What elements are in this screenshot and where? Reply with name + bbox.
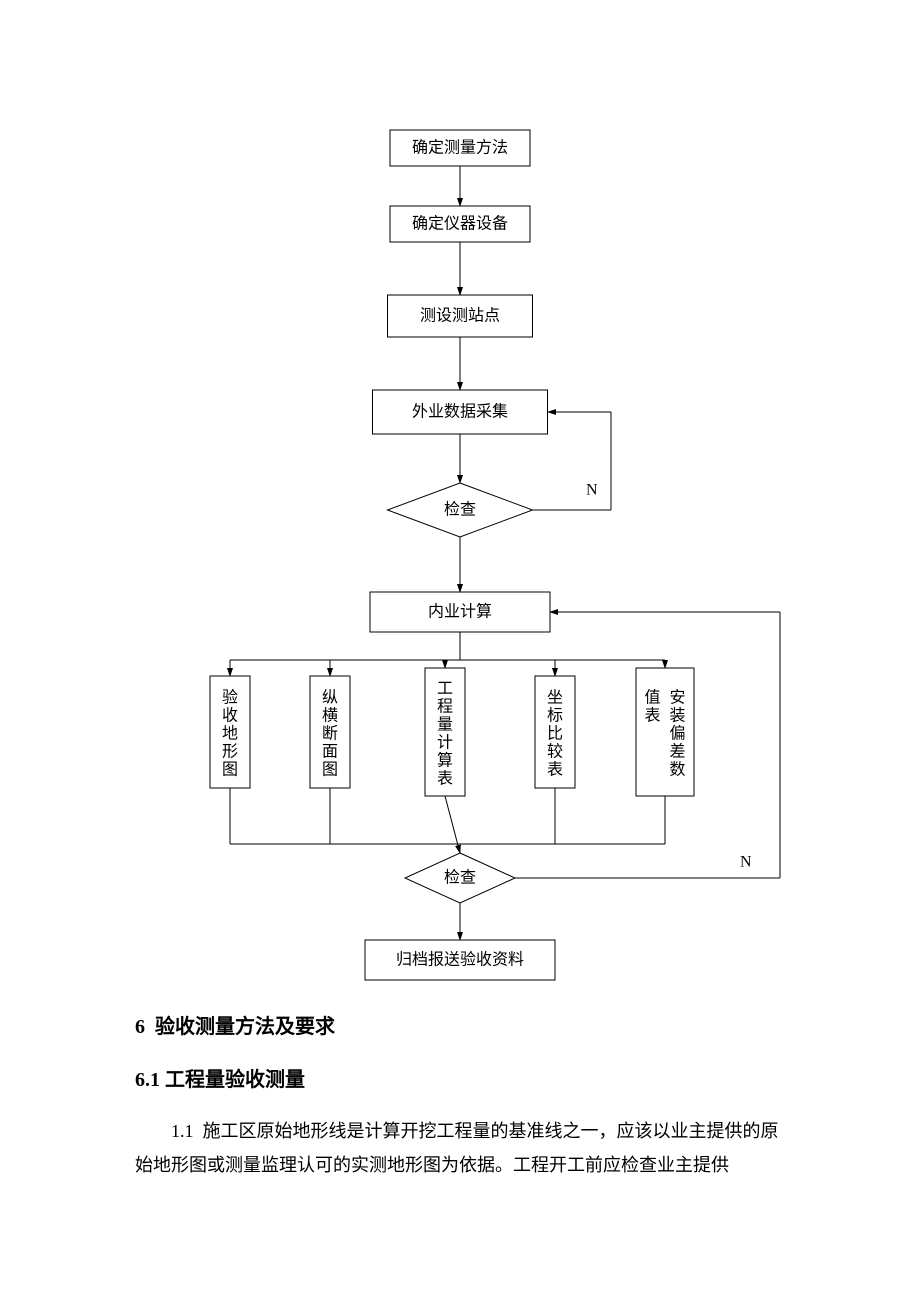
svg-text:收: 收 — [222, 707, 238, 725]
svg-text:内业计算: 内业计算 — [428, 602, 492, 621]
svg-text:标: 标 — [547, 707, 563, 725]
paragraph-1: 1.1 施工区原始地形线是计算开挖工程量的基准线之一，应该以业主提供的原始地形图… — [135, 1114, 785, 1182]
svg-text:测设测站点: 测设测站点 — [420, 307, 500, 325]
svg-text:外业数据采集: 外业数据采集 — [412, 403, 508, 421]
svg-text:值: 值 — [644, 689, 660, 707]
svg-text:表: 表 — [437, 770, 453, 788]
svg-text:图: 图 — [222, 762, 238, 779]
svg-text:量: 量 — [437, 717, 453, 734]
svg-text:差: 差 — [669, 743, 685, 761]
svg-text:工: 工 — [437, 681, 453, 698]
svg-text:纵: 纵 — [322, 689, 338, 707]
svg-text:N: N — [586, 482, 598, 499]
svg-text:形: 形 — [222, 743, 238, 761]
svg-text:断: 断 — [322, 725, 338, 743]
heading-6-title: 验收测量方法及要求 — [155, 1016, 335, 1038]
svg-text:检查: 检查 — [444, 501, 476, 519]
para-num: 1.1 — [171, 1121, 194, 1141]
svg-text:验: 验 — [222, 689, 238, 707]
flowchart-svg: 确定测量方法确定仪器设备测设测站点外业数据采集检查内业计算验收地形图纵横断面图工… — [0, 0, 920, 990]
svg-text:表: 表 — [644, 707, 660, 725]
svg-text:较: 较 — [547, 743, 563, 761]
svg-text:横: 横 — [322, 707, 338, 725]
flowchart-container: 确定测量方法确定仪器设备测设测站点外业数据采集检查内业计算验收地形图纵横断面图工… — [0, 0, 920, 990]
text-section: 6 验收测量方法及要求 6.1 工程量验收测量 1.1 施工区原始地形线是计算开… — [135, 1010, 785, 1182]
heading-6-1: 6.1 工程量验收测量 — [135, 1063, 785, 1092]
heading-6-num: 6 — [135, 1016, 145, 1038]
svg-text:图: 图 — [322, 762, 338, 779]
svg-text:坐: 坐 — [547, 689, 563, 707]
svg-text:程: 程 — [437, 698, 453, 716]
svg-text:表: 表 — [547, 761, 563, 779]
para-text: 施工区原始地形线是计算开挖工程量的基准线之一，应该以业主提供的原始地形图或测量监… — [135, 1121, 779, 1175]
heading-6: 6 验收测量方法及要求 — [135, 1010, 785, 1039]
svg-text:计: 计 — [437, 734, 453, 752]
svg-text:归档报送验收资料: 归档报送验收资料 — [396, 951, 524, 969]
svg-text:确定仪器设备: 确定仪器设备 — [412, 215, 508, 233]
svg-text:偏: 偏 — [669, 725, 685, 743]
svg-text:地: 地 — [222, 725, 238, 743]
svg-text:装: 装 — [669, 707, 685, 725]
svg-text:数: 数 — [669, 761, 685, 779]
svg-text:算: 算 — [437, 751, 453, 770]
svg-text:面: 面 — [322, 744, 338, 761]
svg-text:检查: 检查 — [444, 869, 476, 887]
svg-text:比: 比 — [547, 725, 563, 743]
svg-text:N: N — [740, 854, 752, 871]
svg-text:安: 安 — [669, 689, 685, 707]
svg-text:确定测量方法: 确定测量方法 — [412, 139, 508, 157]
